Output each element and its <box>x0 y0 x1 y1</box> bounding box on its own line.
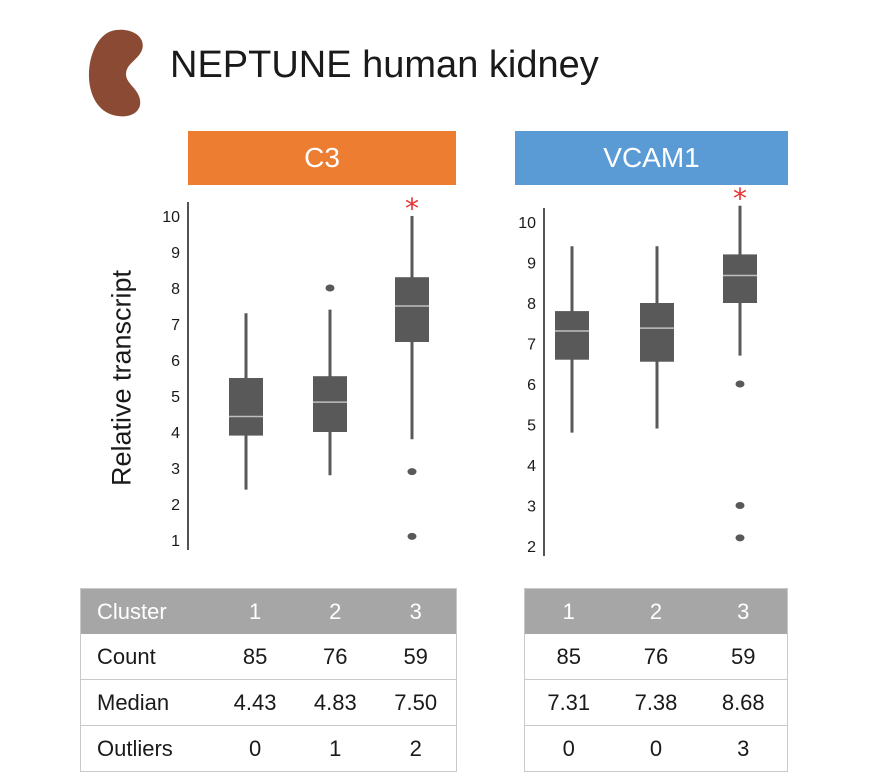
kidney-icon <box>88 29 143 117</box>
y-tick-label: 4 <box>527 458 536 475</box>
box <box>555 311 589 360</box>
outlier-point <box>735 380 745 388</box>
table-header-cell: Cluster <box>80 588 215 634</box>
table-cell: 59 <box>375 634 457 680</box>
table-header-row: 1 2 3 <box>524 588 788 634</box>
box <box>723 254 757 303</box>
y-tick-label: 5 <box>527 418 536 435</box>
y-tick-label: 7 <box>527 337 536 354</box>
table-cell: 8.68 <box>699 679 788 726</box>
table-cell: Count <box>80 634 215 680</box>
c3-header: C3 <box>188 131 456 185</box>
table-cell: 1 <box>295 725 376 772</box>
vcam1-boxplot: 2 3 4 5 6 7 8 9 10 * <box>518 182 757 556</box>
y-tick-label: 10 <box>162 209 180 226</box>
significance-star: * <box>405 192 419 225</box>
box <box>640 303 674 362</box>
table-cell: 0 <box>612 725 700 772</box>
y-tick-label: 4 <box>171 425 180 442</box>
table-header-cell: 3 <box>699 588 788 634</box>
table-header-cell: 3 <box>375 588 457 634</box>
table-cell: 76 <box>295 634 376 680</box>
table-cell: 7.50 <box>375 679 457 726</box>
y-tick-label: 5 <box>171 389 180 406</box>
y-tick-label: 6 <box>171 353 180 370</box>
outlier-point <box>735 534 745 542</box>
table-cell: 76 <box>612 634 700 680</box>
y-tick-label: 2 <box>527 539 536 556</box>
table-cell: 0 <box>215 725 296 772</box>
outlier-point <box>325 284 335 292</box>
table-header-row: Cluster 1 2 3 <box>80 588 457 634</box>
table-header-cell: 1 <box>524 588 613 634</box>
table-header-cell: 2 <box>295 588 376 634</box>
table-header-cell: 1 <box>215 588 296 634</box>
table-cell: 7.38 <box>612 679 700 726</box>
table-cell: 7.31 <box>524 679 613 726</box>
page-title: NEPTUNE human kidney <box>170 44 599 86</box>
table-cell: 0 <box>524 725 613 772</box>
table-cell: 2 <box>375 725 457 772</box>
table-cell: 4.43 <box>215 679 296 726</box>
table-cell: Outliers <box>80 725 215 772</box>
outlier-point <box>407 532 417 540</box>
table-cell: 4.83 <box>295 679 376 726</box>
table-cell: 3 <box>699 725 788 772</box>
table-row: 7.31 7.38 8.68 <box>524 679 788 726</box>
vcam1-stats-table: 1 2 3 85 76 59 7.31 7.38 8.68 0 0 3 <box>524 588 788 772</box>
table-row: 85 76 59 <box>524 634 788 680</box>
y-tick-label: 7 <box>171 317 180 334</box>
outlier-point <box>735 502 745 509</box>
y-tick-label: 9 <box>527 256 536 273</box>
table-cell: 59 <box>699 634 788 680</box>
y-tick-label: 3 <box>171 461 180 478</box>
y-tick-label: 1 <box>171 533 180 550</box>
table-cell: 85 <box>524 634 613 680</box>
box <box>313 376 347 432</box>
y-tick-label: 3 <box>527 499 536 516</box>
box <box>229 378 263 436</box>
box <box>395 277 429 342</box>
y-tick-label: 8 <box>171 281 180 298</box>
c3-boxplot: 1 2 3 4 5 6 7 8 9 10 * <box>162 192 429 550</box>
y-tick-label: 2 <box>171 497 180 514</box>
table-cell: Median <box>80 679 215 726</box>
significance-star: * <box>733 182 747 215</box>
outlier-point <box>407 468 417 476</box>
table-row: Count 85 76 59 <box>80 634 457 680</box>
y-axis-label: Relative transcript <box>106 269 137 487</box>
y-tick-label: 9 <box>171 245 180 262</box>
table-row: Median 4.43 4.83 7.50 <box>80 679 457 726</box>
table-header-cell: 2 <box>612 588 700 634</box>
vcam1-header: VCAM1 <box>515 131 788 185</box>
table-row: 0 0 3 <box>524 725 788 772</box>
y-tick-label: 10 <box>518 215 536 232</box>
table-cell: 85 <box>215 634 296 680</box>
y-tick-label: 8 <box>527 296 536 313</box>
table-row: Outliers 0 1 2 <box>80 725 457 772</box>
y-tick-label: 6 <box>527 377 536 394</box>
c3-stats-table: Cluster 1 2 3 Count 85 76 59 Median 4.43… <box>80 588 457 772</box>
